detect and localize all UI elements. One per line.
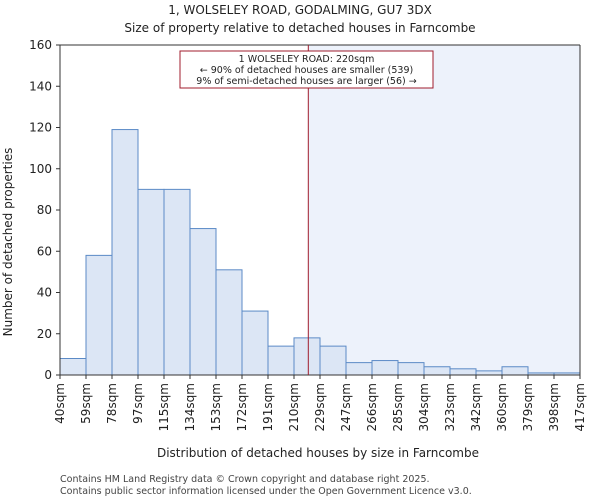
bar-78sqm [111,129,139,376]
y-tick-label: 60 [37,244,52,258]
footer-line-1: Contains HM Land Registry data © Crown c… [60,474,430,485]
y-tick-label: 20 [37,327,52,341]
highlight-region [308,45,580,375]
x-tick-label: 191sqm [261,383,275,431]
x-tick-label: 266sqm [365,383,379,431]
x-tick-label: 134sqm [183,383,197,431]
x-tick-label: 97sqm [131,383,145,424]
bar-172sqm [241,310,269,376]
x-tick-label: 360sqm [495,383,509,431]
x-tick-label: 247sqm [339,383,353,431]
x-tick-label: 115sqm [157,383,171,431]
bar-59sqm [85,254,113,376]
annotation-box [179,50,434,89]
bar-285sqm [397,362,425,376]
x-tick-label: 398sqm [547,383,561,431]
plot-area: 0 20 40 60 80 100 120 140 160 40sqm 59sqm 78sqm 97sq… [29,38,587,431]
bar-266sqm [371,360,399,376]
bar-153sqm [215,269,243,376]
bar-191sqm [267,345,295,376]
y-tick-label: 0 [44,368,52,382]
x-tick-label: 40sqm [53,383,67,424]
x-tick-label: 379sqm [521,383,535,431]
x-axis-label: Distribution of detached houses by size … [157,446,479,460]
annotation-line-3: 9% of semi-detached houses are larger (5… [196,76,416,87]
x-tick-label: 172sqm [235,383,249,431]
y-tick-label: 160 [29,38,52,52]
y-tick-label: 120 [29,121,52,135]
bar-342sqm [475,370,503,376]
bar-323sqm [449,368,477,376]
bar-97sqm [137,188,165,376]
x-tick-label: 153sqm [209,383,223,431]
annotation-line-2: ← 90% of detached houses are smaller (53… [200,65,413,76]
bar-304sqm [423,366,451,376]
y-tick-label: 140 [29,79,52,93]
x-tick-label: 78sqm [105,383,119,424]
x-tick-label: 59sqm [79,383,93,424]
y-tick-label: 100 [29,162,52,176]
bar-134sqm [189,228,217,376]
x-tick-label: 210sqm [287,383,301,431]
y-axis-label: Number of detached properties [1,148,15,337]
x-tick-label: 417sqm [573,383,587,431]
x-tick-label: 323sqm [443,383,457,431]
y-tick-label: 40 [37,286,52,300]
x-tick-label: 285sqm [391,383,405,431]
bar-40sqm [59,358,87,376]
x-tick-label: 304sqm [417,383,431,431]
x-tick-label: 342sqm [469,383,483,431]
bar-115sqm [163,188,191,376]
footer-line-2: Contains public sector information licen… [60,486,472,497]
y-tick-label: 80 [37,203,52,217]
chart-subtitle: Size of property relative to detached ho… [124,21,475,35]
bar-229sqm [319,345,347,376]
x-tick-label: 229sqm [313,383,327,431]
chart-title: 1, WOLSELEY ROAD, GODALMING, GU7 3DX [168,3,432,17]
bar-210sqm [293,337,321,376]
annotation-line-1: 1 WOLSELEY ROAD: 220sqm [239,54,375,65]
bar-247sqm [345,362,373,376]
bar-360sqm [501,366,529,376]
